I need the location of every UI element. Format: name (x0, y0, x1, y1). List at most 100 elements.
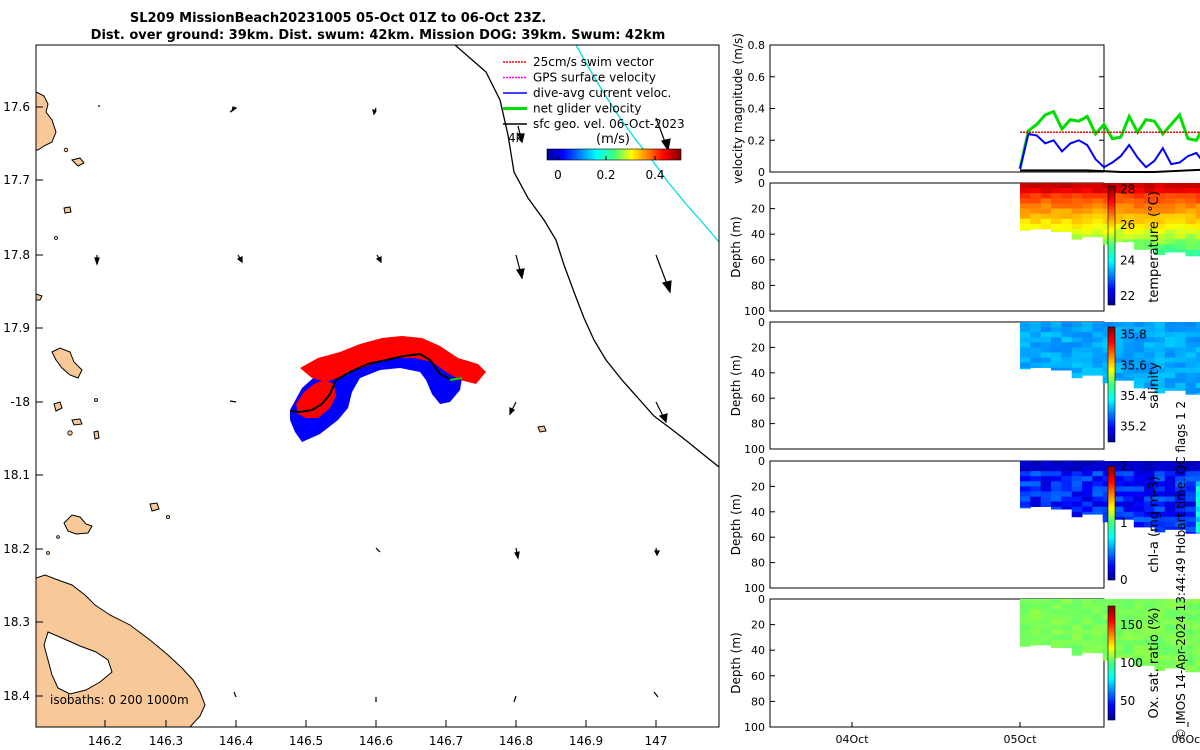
profile-cell (1164, 506, 1176, 513)
profile-cell (1144, 522, 1155, 528)
profile-cell (1185, 516, 1197, 523)
profile-cell (1154, 337, 1166, 343)
profile-cell (1092, 352, 1104, 358)
profile-cell (1164, 372, 1176, 379)
profile-cell (1133, 634, 1145, 641)
profile-cell (1061, 506, 1073, 510)
profile-cell (1082, 188, 1093, 194)
profile-cell (1144, 203, 1155, 209)
profile-cell (1123, 624, 1135, 630)
profile-cell (1175, 377, 1186, 384)
island-7 (149, 502, 160, 512)
profile-cell (1195, 655, 1200, 661)
profile-cell (1133, 476, 1145, 482)
profile-cell (1071, 650, 1083, 656)
profile-cell (1082, 486, 1093, 492)
profile-cell (1154, 655, 1166, 661)
profile-cell (1061, 599, 1073, 605)
profile-cell (1020, 367, 1031, 370)
profile-cell (1185, 670, 1197, 673)
profile-cell (1092, 599, 1104, 605)
profile-cell (1154, 327, 1166, 333)
profile-cell (1175, 614, 1186, 620)
profile-cell (1113, 650, 1124, 656)
profile-cell (1030, 183, 1042, 189)
profile-cell (1144, 224, 1155, 230)
profile-cell (1113, 655, 1124, 659)
profile-cell (1092, 466, 1104, 472)
profile-cell (1195, 229, 1200, 235)
profile-cell (1040, 634, 1052, 641)
profile-cell (1123, 377, 1135, 381)
profile-cell (1051, 481, 1062, 487)
profile-cell (1113, 203, 1124, 209)
profile-cell (1051, 352, 1062, 358)
profile-cell (1133, 322, 1145, 328)
profile-cell (1185, 218, 1197, 225)
profile-cell (1051, 342, 1062, 348)
profile-cell (1175, 239, 1186, 245)
profile-cell (1175, 352, 1186, 358)
profile-cell (1164, 203, 1176, 209)
profile-cell (1164, 337, 1176, 343)
profile-cell (1164, 322, 1176, 328)
colorbar-label: temperature (°C) (1147, 191, 1162, 303)
profile-cell (1092, 506, 1104, 513)
profile-cell (1051, 609, 1062, 615)
profile-y-tick-label: 20 (751, 203, 765, 216)
profile-cell (1175, 624, 1186, 630)
profile-cell (1113, 629, 1124, 636)
profile-cell (1195, 203, 1200, 209)
profile-cell (1164, 466, 1176, 472)
profile-cell (1144, 645, 1155, 651)
profile-cell (1071, 604, 1083, 610)
colorbar-tick-label: 0.2 (596, 168, 615, 182)
profile-cell (1020, 614, 1031, 620)
profile-cell (1164, 614, 1176, 620)
profile-cell (1102, 183, 1114, 189)
profile-cell (1061, 614, 1073, 620)
profile-cell (1082, 650, 1093, 654)
arrow-scale-label: 4k (508, 131, 523, 145)
profile-cell (1082, 193, 1093, 199)
profile-cell (1040, 218, 1052, 225)
profile-cell (1092, 183, 1104, 189)
island-3 (71, 157, 85, 167)
profile-cell (1071, 203, 1083, 209)
profile-cell (1051, 471, 1062, 477)
profile-cell (1195, 609, 1200, 615)
profile-cell (1092, 511, 1104, 515)
geo-arrow (654, 547, 660, 557)
colorbar-tick-label: 28 (1120, 183, 1135, 197)
profile-cell (1133, 342, 1145, 348)
profile-cell (1175, 332, 1186, 338)
profile-cell (1092, 347, 1104, 353)
profile-cell (1185, 609, 1197, 615)
profile-cell (1082, 511, 1093, 515)
profile-cell (1164, 383, 1176, 389)
profile-cell (1144, 357, 1155, 363)
profile-cell (1082, 213, 1093, 220)
profile-cell (1164, 604, 1176, 610)
profile-cell (1175, 367, 1186, 374)
profile-cell (1061, 203, 1073, 209)
profile-cell (1164, 629, 1176, 636)
profile-cell (1144, 624, 1155, 630)
profile-cell (1144, 466, 1155, 472)
profile-cell (1154, 352, 1166, 358)
profile-cell (1123, 650, 1135, 656)
profile-cell (1082, 506, 1093, 513)
profile-cell (1040, 362, 1052, 368)
profile-cell (1020, 604, 1031, 610)
profile-cell (1113, 624, 1124, 630)
legend-label: dive-avg current veloc. (533, 86, 671, 100)
colorbar-tick-label: 35.4 (1120, 389, 1147, 403)
geo-arrow (517, 125, 525, 144)
profile-cell (1154, 367, 1166, 374)
profile-cell (1092, 218, 1104, 225)
profile-cell (1154, 660, 1166, 666)
colorbar-tick-label: 0.4 (645, 168, 664, 182)
profile-cell (1195, 383, 1200, 389)
profile-cell (1185, 660, 1197, 666)
profile-cell (1082, 619, 1093, 625)
